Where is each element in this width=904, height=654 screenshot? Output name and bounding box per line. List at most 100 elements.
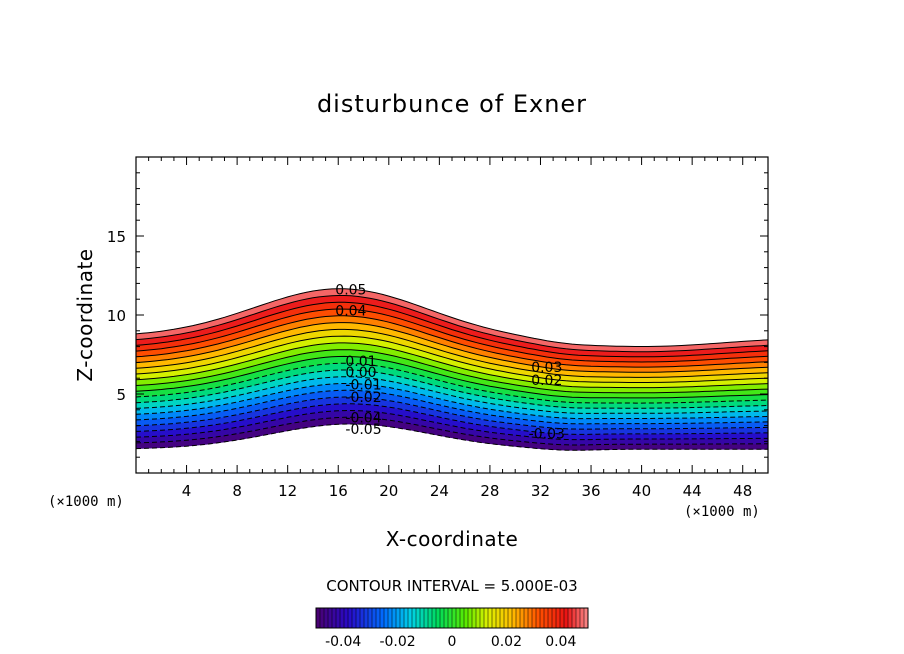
colorbar <box>315 608 589 628</box>
y-tick-label: 5 <box>116 386 126 404</box>
colorbar-cell <box>560 608 565 628</box>
contour-line <box>136 383 768 420</box>
colorbar-cell <box>532 608 537 628</box>
contour-label: 0.03 <box>531 360 562 376</box>
colorbar-cell <box>408 608 413 628</box>
x-tick-label: 28 <box>480 482 499 500</box>
colorbar-cell <box>552 608 557 628</box>
x-tick-label: 8 <box>232 482 242 500</box>
x-axis-label: X-coordinate <box>386 527 519 551</box>
colorbar-tick-label: 0.04 <box>545 634 576 650</box>
x-tick-label: 36 <box>581 482 600 500</box>
colorbar-cell <box>504 608 509 628</box>
colorbar-cell <box>424 608 429 628</box>
colorbar-cell <box>564 608 569 628</box>
contour-label: -0.03 <box>529 427 565 443</box>
colorbar-cell <box>452 608 457 628</box>
colorbar-cell <box>396 608 401 628</box>
colorbar-cell <box>472 608 477 628</box>
colorbar-cell <box>480 608 485 628</box>
colorbar-cell <box>512 608 517 628</box>
colorbar-cell <box>488 608 493 628</box>
contour-label: -0.02 <box>345 390 381 406</box>
colorbar-cell <box>420 608 425 628</box>
colorbar-cell <box>524 608 529 628</box>
x-tick-label: 44 <box>683 482 702 500</box>
colorbar-cell <box>320 608 325 628</box>
contour-line <box>136 335 768 383</box>
colorbar-cell <box>336 608 341 628</box>
contour-label: 0.04 <box>335 303 366 319</box>
x-tick-label: 12 <box>278 482 297 500</box>
colorbar-cell <box>584 608 589 628</box>
contour-label: 0.01 <box>345 354 376 370</box>
x-tick-label: 20 <box>379 482 398 500</box>
colorbar-cell <box>548 608 553 628</box>
colorbar-cell <box>388 608 393 628</box>
y-tick-labels: 5 10 15 <box>107 228 126 404</box>
x-unit-label: (×1000 m) <box>48 494 124 510</box>
colorbar-cell <box>476 608 481 628</box>
contour-line <box>136 288 768 347</box>
colorbar-tick-labels: -0.04 -0.02 0 0.02 0.04 <box>325 634 576 650</box>
colorbar-tick-label: -0.02 <box>379 634 415 650</box>
colorbar-cell <box>456 608 461 628</box>
colorbar-cell <box>464 608 469 628</box>
colorbar-cell <box>372 608 377 628</box>
y-unit-label: (×1000 m) <box>684 504 760 520</box>
colorbar-tick-label: 0.02 <box>491 634 522 650</box>
colorbar-cell <box>576 608 581 628</box>
contour-labels: 0.05 0.04 0.010.00-0.01-0.02 -0.04-0.05 0.03… <box>335 283 565 443</box>
contour-line <box>136 301 768 358</box>
contour-line <box>136 362 768 404</box>
colorbar-cell <box>340 608 345 628</box>
colorbar-cell <box>324 608 329 628</box>
colorbar-cell <box>492 608 497 628</box>
x-tick-label: 48 <box>733 482 752 500</box>
colorbar-cell <box>556 608 561 628</box>
colorbar-cell <box>520 608 525 628</box>
contour-line <box>136 409 768 441</box>
colorbar-cell <box>516 608 521 628</box>
contour-line <box>136 308 768 363</box>
colorbar-cell <box>344 608 349 628</box>
colorbar-cell <box>528 608 533 628</box>
colorbar-cell <box>332 608 337 628</box>
contour-line <box>136 295 768 353</box>
axis-ticks <box>136 157 768 473</box>
colorbar-cell <box>536 608 541 628</box>
colorbar-cell <box>380 608 385 628</box>
colorbar-cell <box>496 608 501 628</box>
contour-line <box>136 416 768 446</box>
colorbar-cell <box>432 608 437 628</box>
colorbar-cell <box>580 608 585 628</box>
colorbar-cell <box>364 608 369 628</box>
colorbar-cell <box>500 608 505 628</box>
contour-line <box>136 322 768 373</box>
contour-line <box>136 369 768 409</box>
contour-line <box>136 376 768 414</box>
x-tick-label: 4 <box>182 482 192 500</box>
colorbar-cell <box>400 608 405 628</box>
contour-line <box>136 349 768 394</box>
contour-label: -0.01 <box>345 378 381 394</box>
colorbar-cell <box>416 608 421 628</box>
contour-line <box>136 315 768 368</box>
colorbar-cell <box>316 608 321 628</box>
contour-line <box>136 328 768 378</box>
colorbar-tick-label: -0.04 <box>325 634 361 650</box>
colorbar-cell <box>440 608 445 628</box>
contour-line <box>136 423 768 451</box>
contour-line <box>136 403 768 435</box>
y-axis-label: Z-coordinate <box>73 248 97 381</box>
colorbar-cell <box>572 608 577 628</box>
colorbar-cell <box>356 608 361 628</box>
colorbar-cell <box>404 608 409 628</box>
contour-line <box>136 355 768 399</box>
colorbar-cell <box>444 608 449 628</box>
colorbar-cell <box>508 608 513 628</box>
colorbar-cell <box>352 608 357 628</box>
colorbar-cell <box>348 608 353 628</box>
colorbar-cell <box>376 608 381 628</box>
x-tick-label: 32 <box>531 482 550 500</box>
